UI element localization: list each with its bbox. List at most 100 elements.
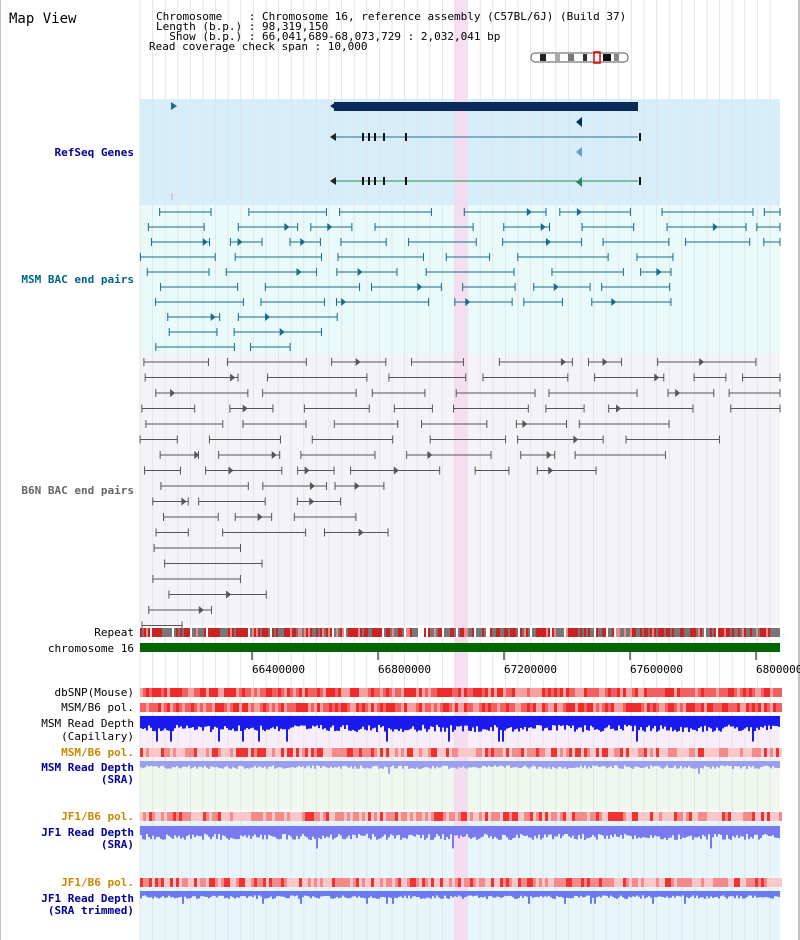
read-depth-bar (730, 891, 732, 897)
b6n-bac-pair-arrow (560, 358, 566, 366)
heat-cell (416, 878, 419, 887)
read-depth-bar (330, 891, 332, 899)
heat-cell (359, 703, 362, 712)
read-depth-bar (222, 826, 224, 836)
read-depth-bar (520, 761, 522, 769)
repeat-element (150, 628, 152, 637)
heat-cell (284, 812, 287, 821)
repeat-element (544, 628, 546, 637)
heat-cell (542, 878, 545, 887)
read-depth-bar (192, 761, 194, 768)
b6n-bac-label[interactable]: B6N BAC end pairs (21, 484, 134, 497)
read-depth-bar (364, 891, 366, 899)
heat-cell (725, 688, 728, 697)
repeat-element (524, 628, 526, 637)
read-depth-bar (340, 761, 342, 769)
read-depth-bar (640, 716, 642, 728)
read-depth-bar (562, 826, 564, 836)
heat-cell (629, 748, 632, 757)
read-depth-bar (634, 826, 636, 836)
msm-bac-label[interactable]: MSM BAC end pairs (21, 273, 134, 286)
read-depth-bar (468, 826, 470, 838)
heat-cell (605, 748, 608, 757)
heat-cell (596, 812, 599, 821)
heat-cell (218, 748, 221, 757)
repeat-element (374, 628, 376, 637)
heat-cell (425, 703, 428, 712)
read-depth-bar (560, 761, 562, 768)
read-depth-bar (232, 761, 234, 768)
heat-cell (509, 703, 512, 712)
heat-cell (341, 812, 344, 821)
heat-cell (290, 688, 293, 697)
read-depth-bar (166, 826, 168, 835)
heat-cell (287, 688, 290, 697)
read-depth-bar (692, 761, 694, 769)
heat-cell (377, 878, 380, 887)
read-depth-bar (626, 891, 628, 899)
repeat-element (592, 628, 594, 637)
heat-cell (305, 748, 308, 757)
b6n-bac-pair-arrow (304, 466, 310, 475)
ideogram-band (614, 54, 619, 61)
heat-cell (731, 878, 734, 887)
heat-cell (701, 878, 704, 887)
heat-cell (386, 812, 389, 821)
read-depth-bar (328, 716, 330, 731)
read-depth-bar (660, 716, 662, 726)
heat-cell (242, 748, 245, 757)
repeat-element (252, 628, 254, 637)
read-depth-bar (264, 716, 266, 732)
read-depth-bar (322, 891, 324, 897)
b6n-bac-pair-arrow (358, 528, 364, 537)
repeat-element (188, 628, 190, 637)
heat-cell (467, 688, 470, 697)
read-depth-bar (260, 826, 262, 835)
read-depth-bar (560, 826, 562, 839)
read-depth-bar (276, 716, 278, 727)
heat-cell (668, 878, 671, 887)
heat-cell (356, 878, 359, 887)
heat-cell (242, 878, 245, 887)
repeat-element (388, 628, 390, 637)
heat-cell (338, 878, 341, 887)
refseq-genes-label[interactable]: RefSeq Genes (54, 146, 134, 159)
read-depth-bar (386, 891, 388, 904)
heat-cell (194, 812, 197, 821)
read-depth-bar (762, 716, 764, 728)
heat-cell (554, 748, 557, 757)
read-depth-bar (672, 716, 674, 732)
repeat-element (454, 628, 456, 637)
heat-cell (362, 878, 365, 887)
read-depth-bar (346, 716, 348, 725)
read-depth-bar (294, 761, 296, 768)
read-depth-bar (328, 826, 330, 838)
heat-cell (659, 688, 662, 697)
read-depth-bar (306, 761, 308, 767)
repeat-element (408, 628, 410, 637)
read-depth-bar (512, 826, 514, 839)
heat-cell (764, 688, 767, 697)
read-depth-bar (590, 716, 592, 726)
heat-cell (329, 748, 332, 757)
read-depth-bar (566, 761, 568, 769)
repeat-element (302, 628, 304, 637)
read-depth-bar (582, 761, 584, 769)
read-depth-bar (778, 891, 780, 898)
read-depth-bar (336, 761, 338, 768)
read-depth-bar (700, 826, 702, 839)
read-depth-bar (538, 761, 540, 767)
read-depth-bar (736, 761, 738, 767)
read-depth-bar (546, 891, 548, 897)
read-depth-bar (394, 761, 396, 769)
heat-cell (704, 703, 707, 712)
exon (374, 133, 376, 141)
heat-cell (179, 688, 182, 697)
heat-cell (320, 878, 323, 887)
heat-cell (410, 878, 413, 887)
heat-cell (692, 812, 695, 821)
read-depth-bar (334, 891, 336, 899)
msm-bac-pair-arrow (327, 223, 333, 231)
read-depth-bar (410, 716, 412, 729)
